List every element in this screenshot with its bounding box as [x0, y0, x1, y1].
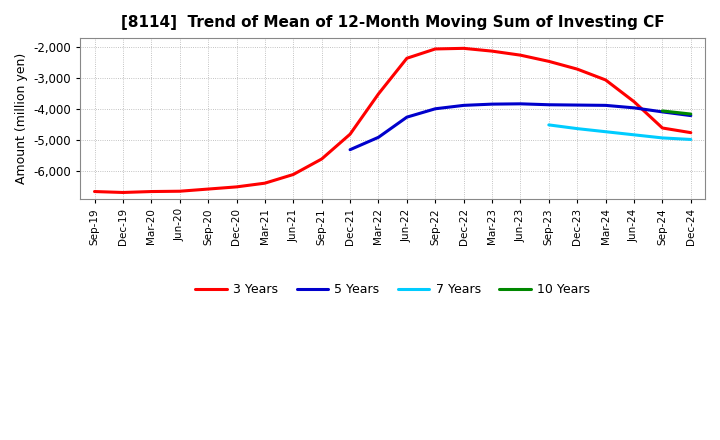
3 Years: [630, 99, 639, 104]
5 Years: [431, 106, 440, 111]
7 Years: [630, 132, 639, 137]
3 Years: [431, 46, 440, 51]
Line: 5 Years: 5 Years: [350, 104, 690, 150]
5 Years: [573, 103, 582, 108]
3 Years: [346, 132, 354, 137]
5 Years: [686, 113, 695, 118]
5 Years: [346, 147, 354, 152]
3 Years: [487, 48, 496, 54]
5 Years: [658, 109, 667, 114]
7 Years: [573, 126, 582, 131]
Legend: 3 Years, 5 Years, 7 Years, 10 Years: 3 Years, 5 Years, 7 Years, 10 Years: [190, 278, 595, 301]
7 Years: [658, 135, 667, 140]
3 Years: [374, 91, 383, 96]
3 Years: [544, 59, 553, 64]
3 Years: [658, 125, 667, 131]
3 Years: [261, 180, 269, 186]
3 Years: [232, 184, 240, 190]
Line: 7 Years: 7 Years: [549, 125, 690, 139]
5 Years: [459, 103, 468, 108]
10 Years: [658, 108, 667, 114]
Title: [8114]  Trend of Mean of 12-Month Moving Sum of Investing CF: [8114] Trend of Mean of 12-Month Moving …: [121, 15, 665, 30]
7 Years: [601, 129, 610, 134]
5 Years: [601, 103, 610, 108]
3 Years: [402, 55, 411, 61]
5 Years: [544, 102, 553, 107]
3 Years: [573, 66, 582, 72]
5 Years: [487, 102, 496, 107]
3 Years: [686, 130, 695, 135]
3 Years: [601, 77, 610, 83]
3 Years: [90, 189, 99, 194]
3 Years: [119, 190, 127, 195]
3 Years: [176, 189, 184, 194]
5 Years: [374, 135, 383, 140]
5 Years: [630, 105, 639, 110]
5 Years: [516, 101, 525, 106]
Y-axis label: Amount (million yen): Amount (million yen): [15, 53, 28, 184]
3 Years: [289, 172, 297, 177]
3 Years: [318, 156, 326, 161]
3 Years: [516, 52, 525, 58]
3 Years: [147, 189, 156, 194]
Line: 3 Years: 3 Years: [94, 48, 690, 192]
3 Years: [204, 187, 212, 192]
7 Years: [544, 122, 553, 128]
5 Years: [402, 114, 411, 120]
3 Years: [459, 46, 468, 51]
10 Years: [686, 111, 695, 117]
Line: 10 Years: 10 Years: [662, 111, 690, 114]
7 Years: [686, 137, 695, 142]
